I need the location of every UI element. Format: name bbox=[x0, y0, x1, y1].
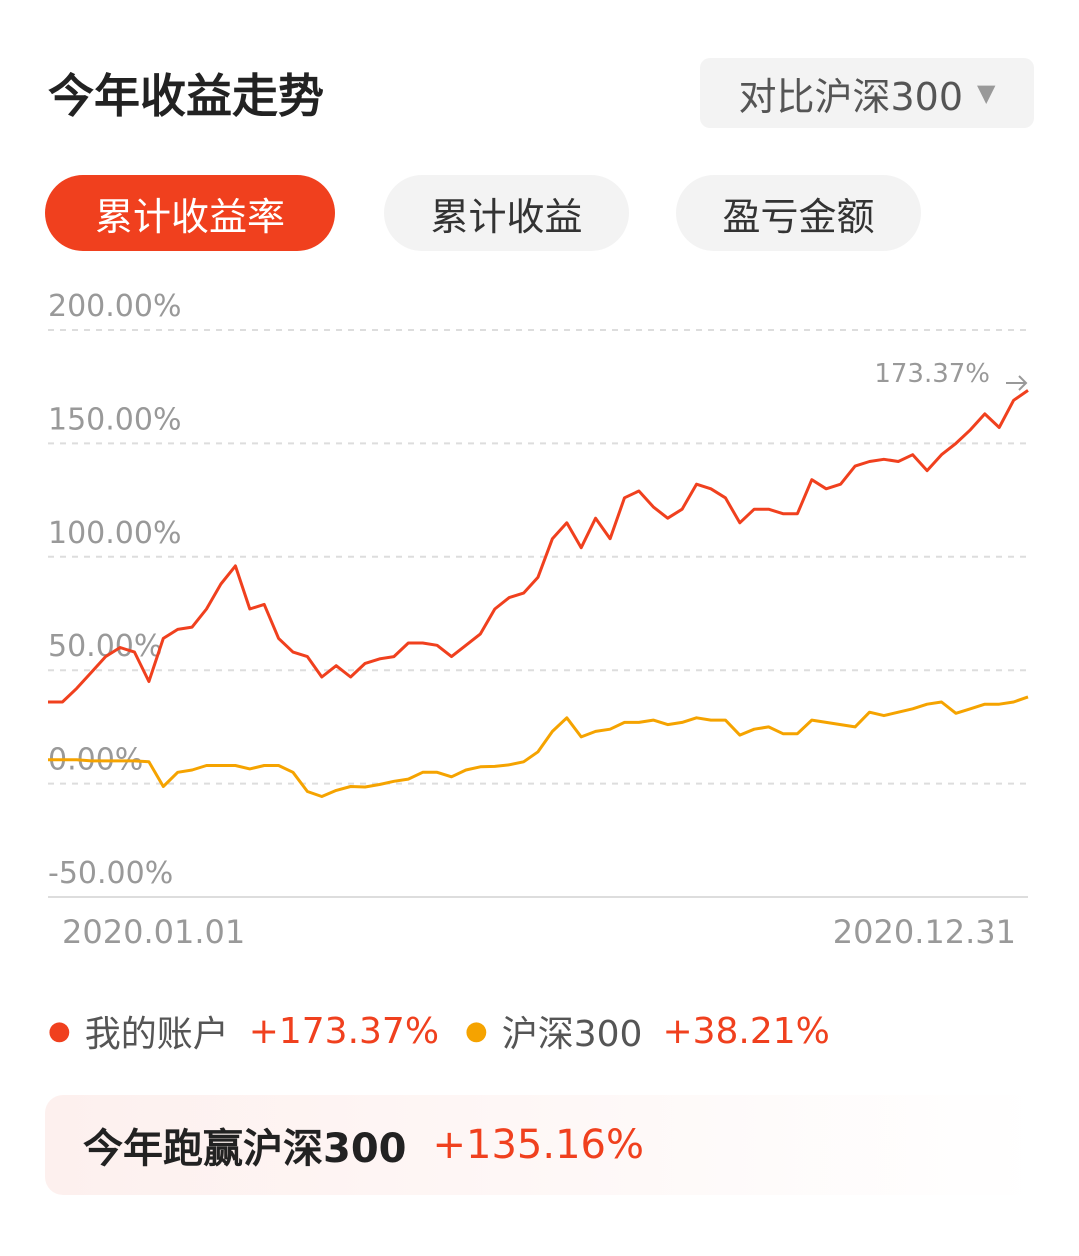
y-tick-label: 100.00% bbox=[48, 516, 181, 551]
compare-label: 对比沪深300 bbox=[738, 74, 964, 119]
compare-dropdown[interactable]: 对比沪深300 ▼ bbox=[700, 58, 1034, 128]
annotation-arrow bbox=[1006, 375, 1028, 391]
chart: 2020.12.31 2020.01.01 200.00% 150.00% 100.00… bbox=[48, 289, 1029, 951]
summary-value: +135.16% bbox=[432, 1122, 644, 1168]
legend-name: 我的账户 bbox=[84, 1014, 229, 1055]
summary-box: 今年跑赢沪深300 +135.16% bbox=[45, 1095, 1040, 1195]
legend-name: 沪深300 bbox=[501, 1014, 643, 1055]
dropdown-arrow: ▼ bbox=[977, 79, 996, 107]
x-tick-label: 2020.01.01 bbox=[62, 913, 245, 951]
y-tick-label: 150.00% bbox=[48, 402, 181, 437]
series-line bbox=[48, 389, 1029, 704]
legend: ● 我的账户 +173.37% ● 沪深300 +38.21% bbox=[48, 1005, 830, 1057]
tab[interactable]: 盈亏金额 bbox=[676, 175, 921, 251]
tab[interactable]: 累计收益率 bbox=[45, 175, 335, 251]
legend-value: +173.37% bbox=[248, 1010, 440, 1052]
legend-dot: ● bbox=[48, 1016, 71, 1046]
title: 今年收益走势 bbox=[48, 69, 324, 123]
x-tick-label: 2020.12.31 bbox=[833, 913, 1016, 951]
series-line bbox=[48, 695, 1029, 798]
summary-label: 今年跑赢沪深300 bbox=[83, 1126, 407, 1172]
y-tick-label: -50.00% bbox=[48, 856, 173, 891]
tab[interactable]: 累计收益 bbox=[384, 175, 629, 251]
legend-value: +38.21% bbox=[662, 1010, 830, 1052]
legend-dot: ● bbox=[465, 1016, 488, 1046]
end-annotation: 173.37% bbox=[874, 359, 990, 389]
y-tick-label: 200.00% bbox=[48, 289, 181, 324]
